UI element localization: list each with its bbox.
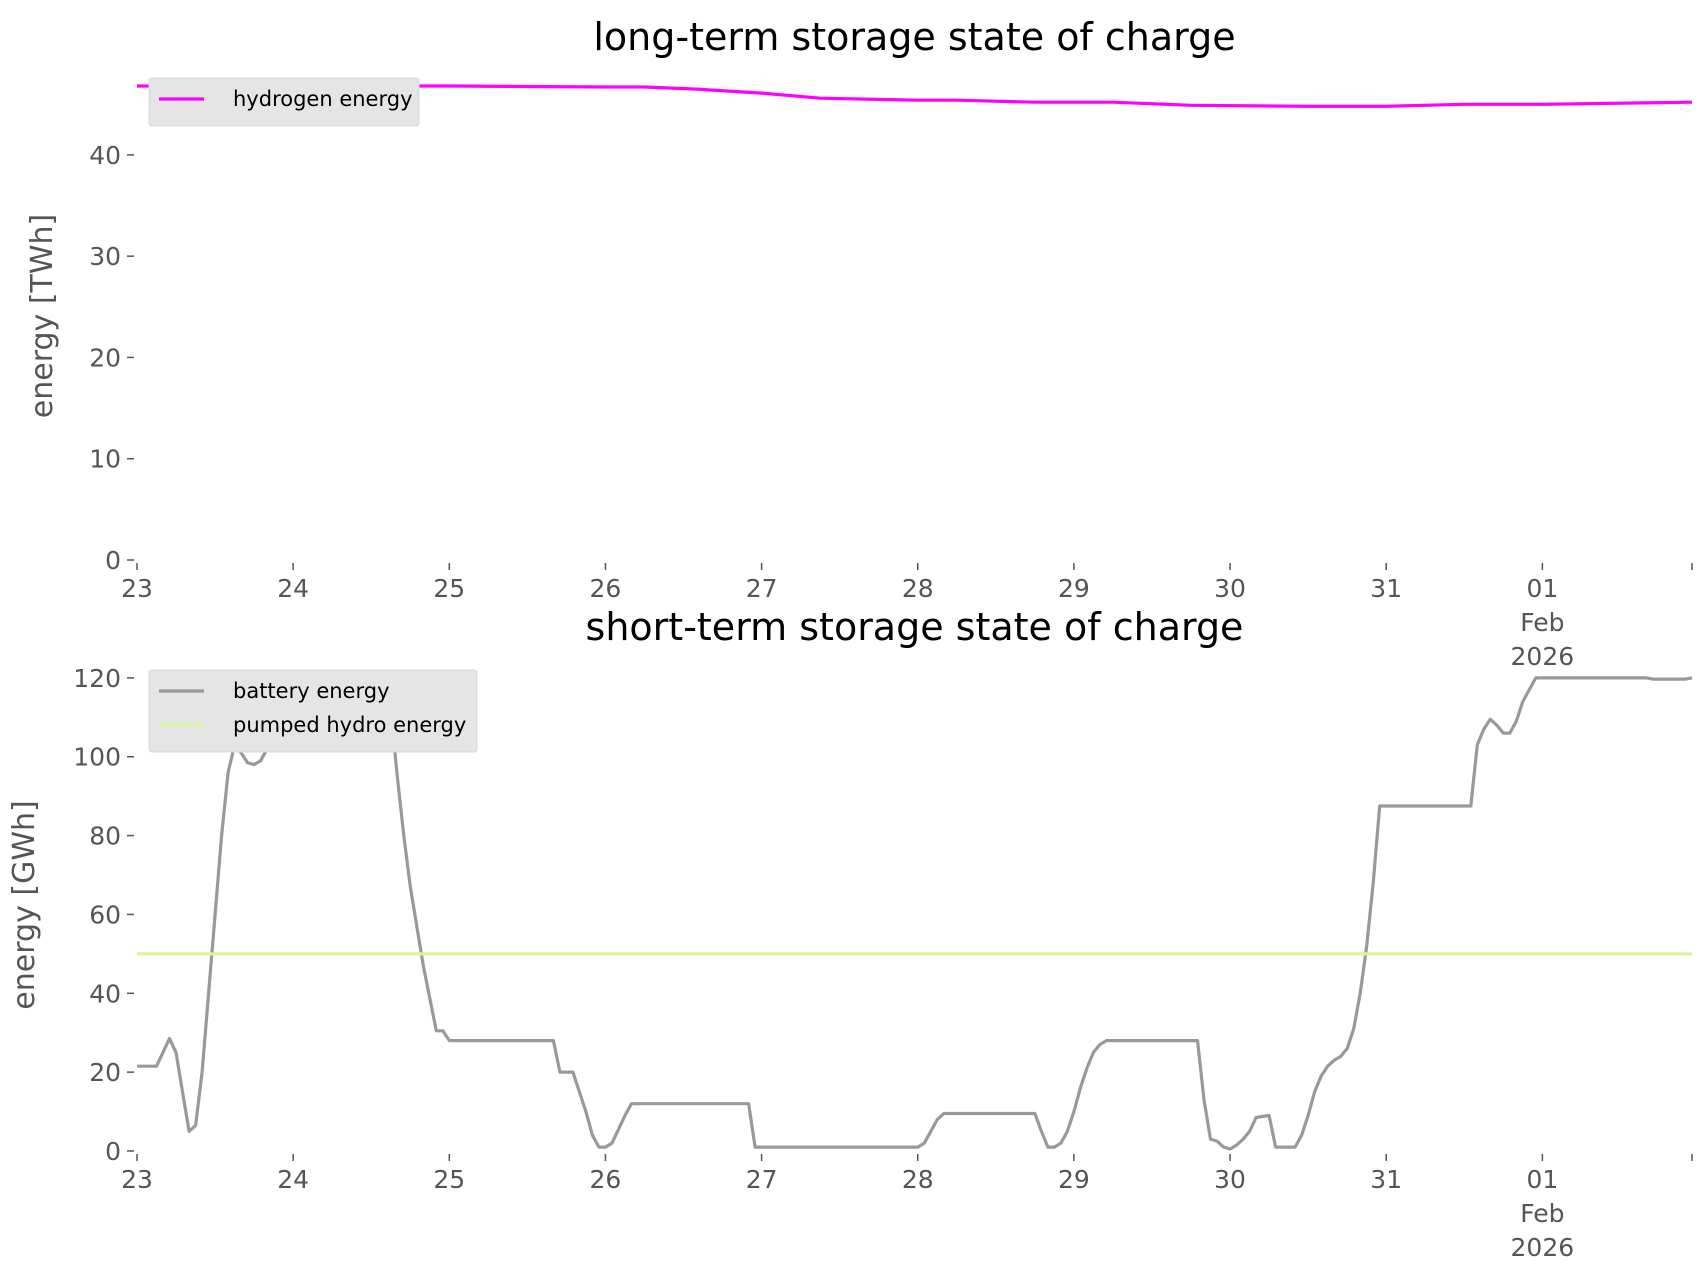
panel-1-series-line-hydrogen-energy [137, 84, 1693, 108]
panel-1-y-tick-label: 10 [89, 445, 121, 474]
panel-1-y-tick-label: 30 [89, 242, 121, 271]
panel-2-legend-label: battery energy [233, 679, 390, 703]
panel-2-y-tick-label: 120 [73, 664, 121, 693]
panel-2-x-tick-label: 30 [1214, 1165, 1246, 1194]
panel-2-y-axis-label: energy [GWh] [7, 800, 42, 1009]
panel-1-y-tick-label: 40 [89, 141, 121, 170]
panel-2-y-tick-label: 100 [73, 743, 121, 772]
panel-2-y-tick-label: 0 [105, 1137, 121, 1166]
panel-1-x-tick-label: 31 [1370, 574, 1402, 603]
panel-2-x-tick-label: 01 [1526, 1165, 1558, 1194]
panel-2-y-tick-label: 20 [89, 1058, 121, 1087]
panel-2-x-tick-label: 27 [746, 1165, 778, 1194]
panel-2-x-tick-label: 31 [1370, 1165, 1402, 1194]
panel-1-y-axis-label: energy [TWh] [25, 214, 60, 418]
panel-1-y-tick-label: 20 [89, 343, 121, 372]
panel-1-y-tick-label: 0 [105, 546, 121, 575]
panel-1-x-tick-label: 01 [1526, 574, 1558, 603]
panel-1-legend-label: hydrogen energy [233, 87, 413, 111]
panel-2-y-tick-label: 60 [89, 900, 121, 929]
panel-1-x-tick-label: 26 [590, 574, 622, 603]
panel-1-x-tick-label: 27 [746, 574, 778, 603]
panel-2-x-tick-label: 26 [590, 1165, 622, 1194]
panel-2-x-tick-label: 2026 [1511, 1233, 1575, 1262]
panel-1-x-tick-label: 23 [121, 574, 153, 603]
panel-2-y-tick-label: 80 [89, 822, 121, 851]
panel-2-legend-box [148, 669, 478, 753]
panel-2-x-tick-label: Feb [1520, 1199, 1564, 1228]
panel-2-x-tick-label: 25 [433, 1165, 465, 1194]
panel-1-x-tick-label: Feb [1520, 608, 1564, 637]
panel-2-x-tick-label: 28 [902, 1165, 934, 1194]
panel-2-y-tick-label: 40 [89, 979, 121, 1008]
panel-1-x-tick-label: 25 [433, 574, 465, 603]
panel-1-x-tick-label: 30 [1214, 574, 1246, 603]
panel-1-chart-title: long-term storage state of charge [593, 15, 1235, 59]
panel-2-legend-label: pumped hydro energy [233, 713, 466, 737]
panel-2-x-tick-label: 24 [277, 1165, 309, 1194]
panel-2-x-tick-label: 29 [1058, 1165, 1090, 1194]
panel-2-chart-title: short-term storage state of charge [586, 605, 1244, 649]
panel-1-x-tick-label: 24 [277, 574, 309, 603]
panel-1-x-tick-label: 2026 [1511, 642, 1575, 671]
panel-1-legend-box [148, 77, 420, 127]
panel-1-x-tick-label: 29 [1058, 574, 1090, 603]
panel-1-x-tick-label: 28 [902, 574, 934, 603]
panel-2-x-tick-label: 23 [121, 1165, 153, 1194]
